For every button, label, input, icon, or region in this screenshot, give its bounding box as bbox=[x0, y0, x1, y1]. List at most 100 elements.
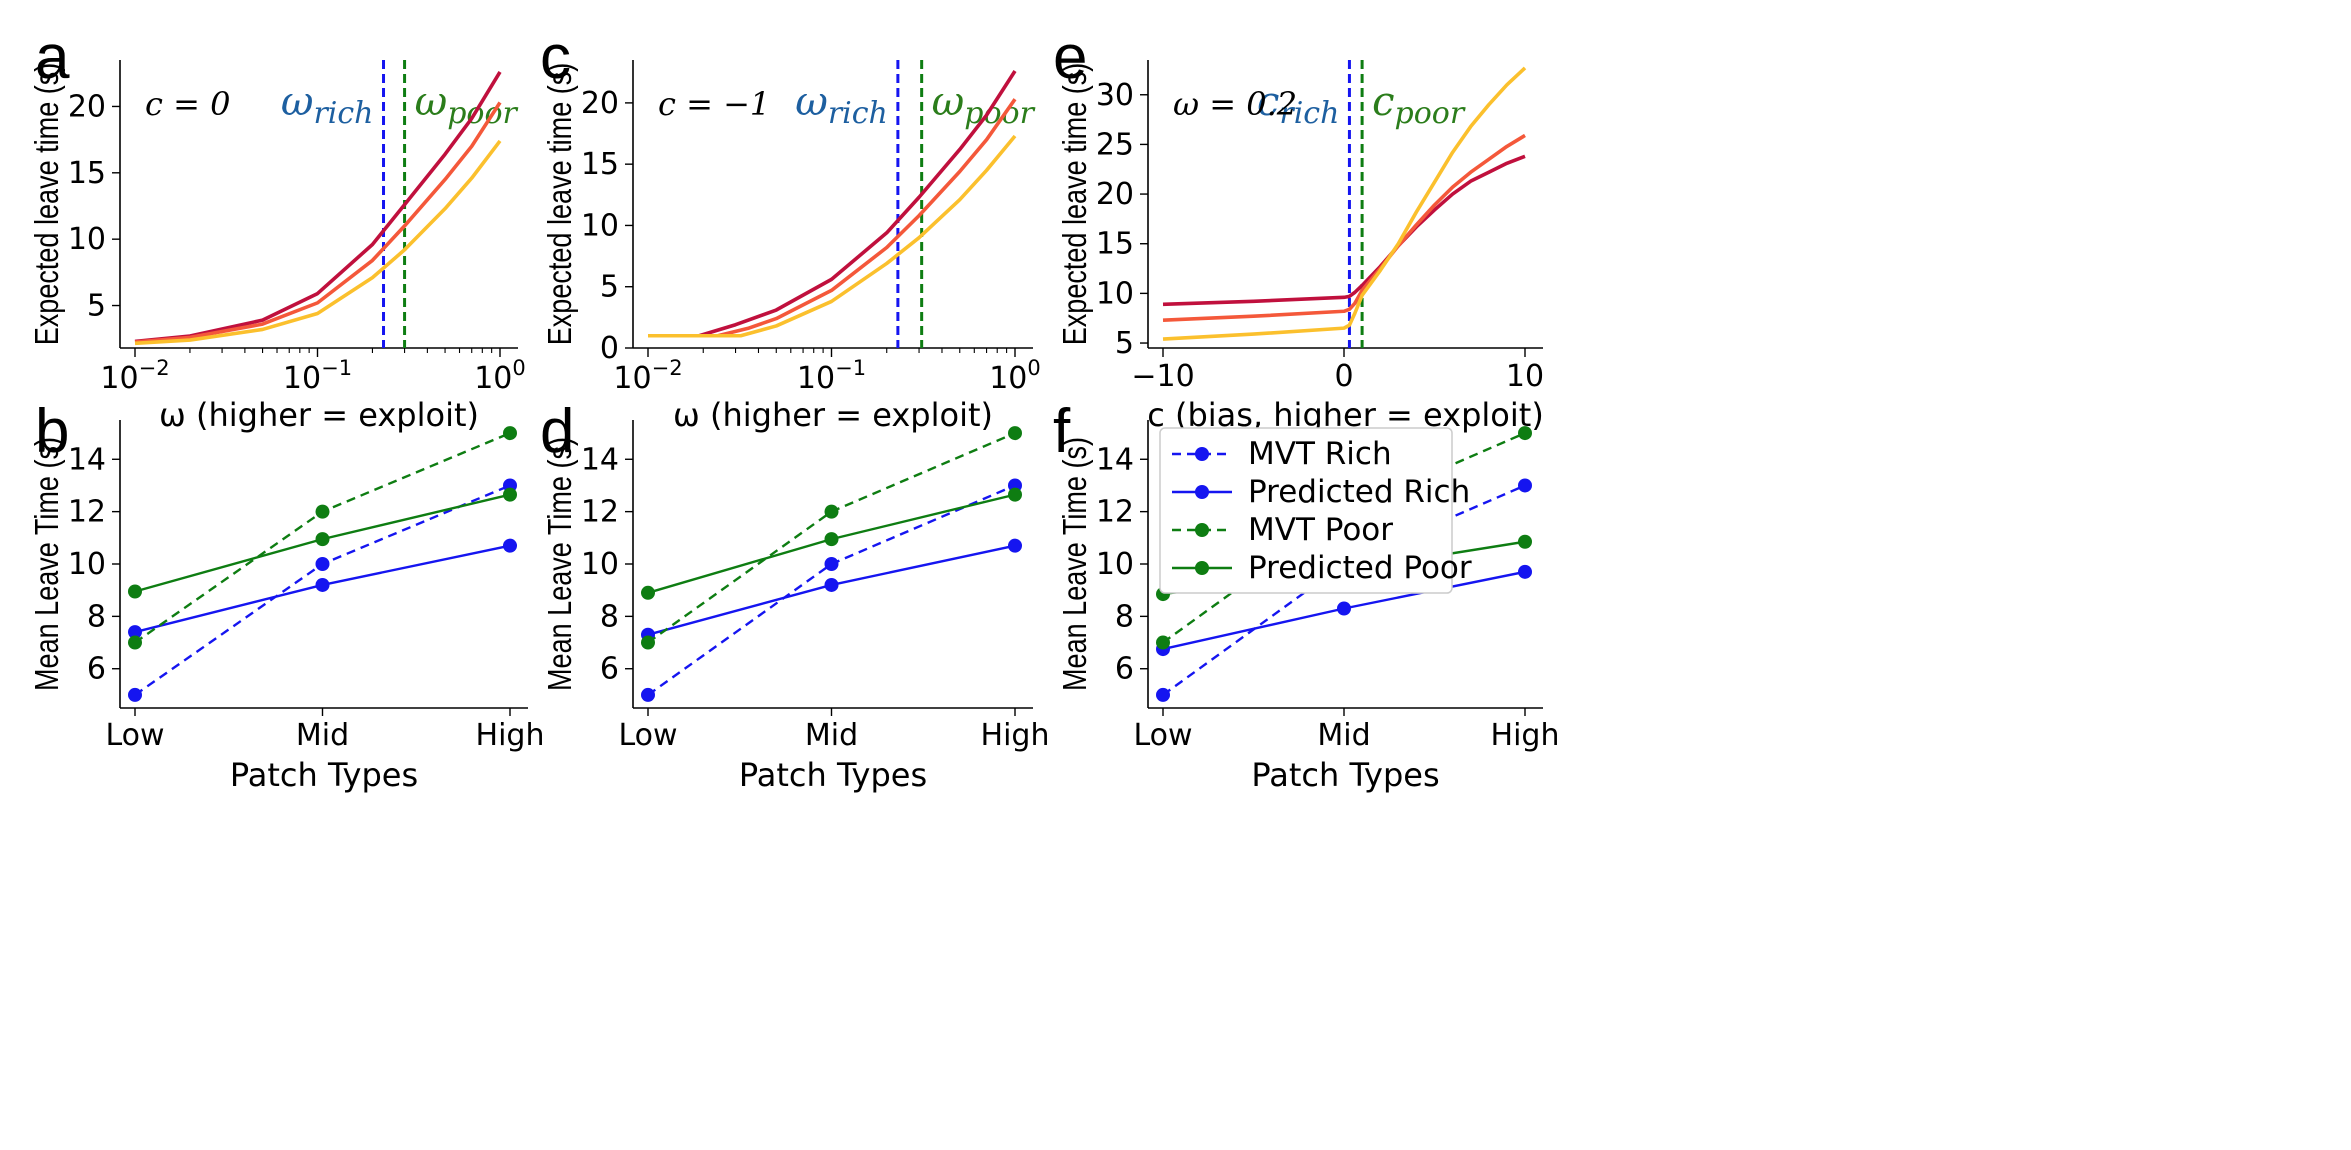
data-point bbox=[1518, 534, 1532, 549]
y-tick-label: 10 bbox=[581, 208, 619, 243]
y-axis-label: Mean Leave Time (s) bbox=[30, 437, 66, 691]
data-point bbox=[503, 487, 517, 502]
vline-label-rich: crich bbox=[1257, 79, 1339, 131]
x-axis-label: Patch Types bbox=[1251, 756, 1439, 794]
data-point bbox=[1008, 538, 1022, 553]
legend-entry: MVT Rich bbox=[1248, 436, 1392, 472]
data-point bbox=[641, 687, 655, 702]
x-tick-label: Mid bbox=[805, 718, 858, 753]
y-tick-label: 5 bbox=[1115, 326, 1134, 361]
series-line-mid bbox=[134, 101, 502, 344]
y-tick-label: 20 bbox=[1096, 177, 1134, 212]
y-tick-label: 25 bbox=[1096, 127, 1134, 162]
x-tick-label: 100 bbox=[474, 356, 526, 396]
y-tick-label: 10 bbox=[581, 547, 619, 582]
x-axis-label: ω (higher = exploit) bbox=[159, 396, 479, 434]
series-line-mid bbox=[1162, 133, 1526, 322]
y-tick-label: 8 bbox=[1115, 599, 1134, 634]
x-tick-label: 0 bbox=[1334, 359, 1353, 394]
legend-entry: Predicted Poor bbox=[1248, 550, 1472, 586]
parameter-annotation: c = −1 bbox=[658, 85, 770, 123]
panel-b: b 6 8 10 12 14 Low Mid High Patch Types Mean Leave… bbox=[30, 397, 545, 794]
data-point bbox=[1518, 426, 1532, 441]
y-tick-label: 20 bbox=[581, 86, 619, 121]
y-tick-label: 6 bbox=[600, 652, 619, 687]
panel-letter-d: d bbox=[540, 397, 574, 466]
y-axis-label: Mean Leave Time (s) bbox=[1058, 437, 1094, 691]
y-tick-label: 10 bbox=[1096, 276, 1134, 311]
vline-label-poor: ωpoor bbox=[932, 79, 1036, 131]
data-point bbox=[1008, 487, 1022, 502]
vline-label-poor: ωpoor bbox=[415, 79, 519, 131]
x-tick-label: 100 bbox=[989, 356, 1041, 396]
series-line-light bbox=[134, 139, 502, 346]
panel-letter-f: f bbox=[1053, 397, 1071, 466]
legend-marker bbox=[1195, 447, 1209, 461]
y-tick-label: 8 bbox=[87, 599, 106, 634]
legend-box bbox=[1159, 427, 1453, 594]
panel-f: f 6 8 10 12 14 Low Mid High Patch Types Mean Leave… bbox=[1053, 397, 1559, 794]
x-tick-label: Low bbox=[618, 718, 677, 753]
y-tick-label: 20 bbox=[68, 89, 106, 124]
data-point bbox=[315, 557, 330, 571]
series-line-mid bbox=[648, 98, 1017, 338]
data-point bbox=[503, 426, 517, 441]
y-tick-label: 0 bbox=[600, 331, 619, 366]
y-tick-label: 14 bbox=[1096, 442, 1134, 477]
data-point bbox=[128, 635, 142, 650]
y-tick-label: 12 bbox=[68, 495, 106, 530]
y-tick-label: 10 bbox=[68, 222, 106, 257]
panel-letter-e: e bbox=[1053, 23, 1087, 92]
y-tick-label: 14 bbox=[581, 442, 619, 477]
series-line-light bbox=[1162, 66, 1527, 341]
legend-marker bbox=[1195, 523, 1209, 537]
data-point bbox=[641, 635, 655, 650]
y-tick-label: 5 bbox=[600, 270, 619, 305]
data-point bbox=[641, 585, 655, 600]
data-point bbox=[824, 532, 839, 547]
y-tick-label: 15 bbox=[68, 156, 106, 191]
y-tick-label: 10 bbox=[1096, 547, 1134, 582]
vline-label-poor: cpoor bbox=[1372, 79, 1466, 131]
data-point bbox=[1008, 426, 1022, 441]
parameter-annotation: c = 0 bbox=[145, 85, 230, 123]
data-point bbox=[128, 625, 142, 640]
y-axis-label: Expected leave time (s) bbox=[30, 63, 66, 346]
data-point bbox=[315, 504, 330, 519]
x-tick-label: 10−2 bbox=[100, 356, 169, 396]
data-point bbox=[1156, 635, 1170, 650]
series-line-dark bbox=[648, 70, 1017, 338]
x-tick-label: Low bbox=[1133, 718, 1192, 753]
x-axis-label: Patch Types bbox=[739, 756, 927, 794]
panel-letter-b: b bbox=[35, 397, 69, 466]
series-line-dark bbox=[1162, 154, 1526, 307]
y-tick-label: 8 bbox=[600, 599, 619, 634]
y-tick-label: 14 bbox=[68, 442, 106, 477]
data-point bbox=[128, 687, 142, 702]
y-tick-label: 15 bbox=[1096, 227, 1134, 262]
data-point bbox=[824, 557, 839, 571]
x-tick-label: Low bbox=[105, 718, 164, 753]
y-tick-label: 6 bbox=[1115, 652, 1134, 687]
y-tick-label: 12 bbox=[1096, 495, 1134, 530]
x-tick-label: 10−1 bbox=[283, 356, 352, 396]
x-tick-label: High bbox=[981, 718, 1050, 753]
y-tick-label: 12 bbox=[581, 495, 619, 530]
x-tick-label: Mid bbox=[1317, 718, 1370, 753]
data-point bbox=[315, 532, 330, 547]
x-tick-label: 10 bbox=[1506, 359, 1544, 394]
data-point bbox=[128, 584, 142, 599]
legend-marker bbox=[1195, 485, 1209, 499]
x-tick-label: Mid bbox=[296, 718, 349, 753]
y-tick-label: 5 bbox=[87, 289, 106, 324]
legend-entry: Predicted Rich bbox=[1248, 474, 1470, 510]
vline-label-rich: ωrich bbox=[281, 79, 374, 131]
data-point bbox=[1518, 564, 1532, 579]
x-axis-label: Patch Types bbox=[230, 756, 418, 794]
parameter-annotation: ω = 0.2 bbox=[1173, 85, 1297, 123]
legend-marker bbox=[1195, 561, 1209, 575]
series-line-dark bbox=[134, 71, 502, 344]
